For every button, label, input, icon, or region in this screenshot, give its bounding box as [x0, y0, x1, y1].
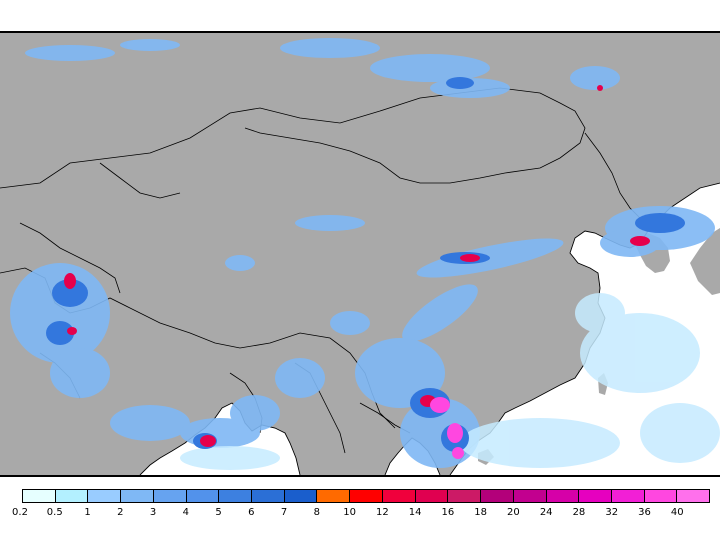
legend-swatch: [219, 490, 253, 502]
legend-tick-label: 10: [343, 507, 356, 518]
legend-swatch: [611, 490, 645, 502]
legend-tick-label: 18: [474, 507, 488, 518]
legend-swatch: [23, 490, 56, 502]
legend-tick-label: 14: [408, 507, 422, 518]
legend-swatch: [382, 490, 416, 502]
legend-tick-label: 16: [441, 507, 455, 518]
asia-landmass: [0, 33, 720, 475]
precipitation-heavy: [64, 85, 650, 447]
legend-swatch: [284, 490, 318, 502]
legend-tick-label: 3: [149, 507, 157, 518]
legend-tick-label: 1: [84, 507, 91, 518]
legend-swatch: [252, 490, 285, 502]
legend-tick-label: 36: [638, 507, 651, 518]
legend-swatch: [186, 490, 220, 502]
precipitation-legend-bar: [22, 489, 710, 503]
legend-swatch: [579, 490, 612, 502]
legend-swatch: [121, 490, 154, 502]
legend-tick-label: 7: [280, 507, 288, 518]
legend-swatch: [415, 490, 449, 502]
legend-tick-label: 40: [670, 507, 684, 518]
legend-swatch: [317, 490, 351, 502]
legend-swatch: [153, 490, 187, 502]
legend-swatch: [513, 490, 547, 502]
map-canvas: [0, 33, 720, 475]
legend-swatch: [677, 490, 710, 502]
legend-tick-label: 5: [215, 507, 222, 518]
legend-swatch: [546, 490, 580, 502]
legend-tick-label: 0.2: [12, 507, 28, 518]
legend-swatch: [88, 490, 122, 502]
legend-swatch: [448, 490, 482, 502]
japan-islands: [690, 228, 720, 295]
precipitation-extreme: [430, 397, 464, 459]
precipitation-very-light: [180, 293, 720, 470]
legend-swatch: [481, 490, 514, 502]
legend-tick-label: 32: [605, 507, 619, 518]
legend-tick-label: 0.5: [46, 507, 63, 518]
precipitation-legend-labels: 0.2 0.5 1 2 3 4 5 6 7 8 10 12 14 16 18 20 24 28 32 36 40: [0, 507, 720, 523]
legend-swatch: [55, 490, 89, 502]
legend-tick-label: 8: [313, 507, 321, 518]
legend-tick-label: 28: [572, 507, 586, 518]
legend-swatch: [644, 490, 678, 502]
legend-tick-label: 12: [376, 507, 389, 518]
legend-tick-label: 6: [248, 507, 255, 518]
legend-swatch: [350, 490, 383, 502]
legend-tick-label: 4: [182, 507, 189, 518]
legend-tick-label: 2: [117, 507, 124, 518]
legend-tick-label: 20: [507, 507, 520, 518]
legend-tick-label: 24: [539, 507, 553, 518]
precipitation-map: [0, 31, 720, 477]
